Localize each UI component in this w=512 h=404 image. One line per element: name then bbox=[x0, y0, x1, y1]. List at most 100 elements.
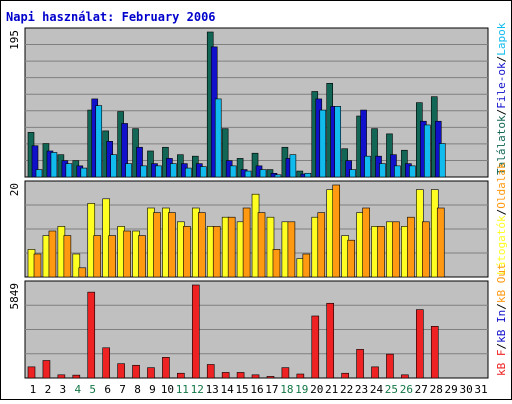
bar-mid-Oldalak-day22 bbox=[347, 239, 355, 278]
bar-top-Lapok-day19 bbox=[304, 172, 312, 178]
x-tick-label-20: 20 bbox=[310, 383, 323, 396]
bar-top-Lapok-day28 bbox=[438, 143, 446, 178]
bar-top-Lapok-day26 bbox=[409, 165, 416, 178]
bar-top-Találatok-day24 bbox=[371, 128, 378, 178]
bar-top-File-ok-day23 bbox=[360, 109, 367, 178]
bar-top-Találatok-day14 bbox=[221, 128, 229, 178]
bar-mid-Oldalak-day13 bbox=[212, 226, 221, 278]
bar-top-File-ok-day8 bbox=[136, 146, 143, 178]
bar-mid-Oldalak-day20 bbox=[317, 212, 326, 278]
x-tick-label-7: 7 bbox=[119, 383, 126, 396]
bar-top-File-ok-day7 bbox=[121, 123, 128, 178]
bar-top-Lapok-day24 bbox=[379, 163, 386, 178]
bar-bot-kB F-day25 bbox=[386, 353, 394, 379]
bar-top-File-ok-day1 bbox=[31, 145, 39, 178]
legend-entry: Lapok bbox=[495, 22, 508, 55]
bar-mid-Oldalak-day3 bbox=[63, 235, 72, 278]
x-tick-label-5: 5 bbox=[89, 383, 96, 396]
legend-bot: kB F/kB In/kB Out bbox=[495, 263, 508, 376]
y-max-label-top: 195 bbox=[8, 30, 21, 50]
bar-mid-Látogatók-day4 bbox=[72, 253, 81, 278]
bar-bot-kB F-day5 bbox=[87, 291, 96, 379]
bar-mid-Oldalak-day12 bbox=[197, 212, 206, 278]
x-tick-label-16: 16 bbox=[250, 383, 263, 396]
bar-top-Lapok-day17 bbox=[274, 174, 282, 178]
bar-top-Lapok-day25 bbox=[394, 165, 401, 178]
x-tick-label-8: 8 bbox=[134, 383, 141, 396]
x-tick-label-6: 6 bbox=[104, 383, 111, 396]
bar-bot-kB F-day22 bbox=[341, 372, 349, 379]
bar-bot-kB F-day4 bbox=[72, 374, 81, 379]
legend-entry: Találatok bbox=[495, 115, 508, 175]
legend-entry: / bbox=[495, 109, 508, 116]
legend-entry: / bbox=[495, 209, 508, 216]
bar-top-Lapok-day15 bbox=[244, 170, 252, 178]
x-tick-label-18: 18 bbox=[280, 383, 293, 396]
chart-title: Napi használat: February 2006 bbox=[6, 10, 216, 24]
legend-entry: / bbox=[495, 343, 508, 350]
x-tick-label-9: 9 bbox=[149, 383, 156, 396]
bar-top-Lapok-day12 bbox=[199, 166, 207, 178]
x-tick-label-29: 29 bbox=[445, 383, 458, 396]
bar-mid-Oldalak-day21 bbox=[332, 184, 341, 278]
bar-bot-kB F-day10 bbox=[162, 357, 170, 379]
bar-mid-Oldalak-day26 bbox=[407, 216, 415, 278]
bar-bot-kB F-day26 bbox=[401, 374, 409, 379]
bar-top-Lapok-day20 bbox=[319, 109, 327, 178]
bar-bot-kB F-day21 bbox=[326, 302, 335, 379]
bar-mid-Látogatók-day17 bbox=[266, 216, 275, 278]
bar-mid-Oldalak-day2 bbox=[48, 230, 57, 278]
legend-entry: File-ok bbox=[495, 62, 508, 109]
bar-bot-kB F-day23 bbox=[356, 349, 364, 379]
x-tick-label-12: 12 bbox=[191, 383, 204, 396]
bar-mid-Oldalak-day28 bbox=[436, 207, 445, 278]
bar-mid-Oldalak-day17 bbox=[272, 249, 281, 278]
legend-entry: Látogatók bbox=[495, 215, 508, 275]
bar-bot-kB F-day20 bbox=[311, 315, 320, 379]
bar-bot-kB F-day3 bbox=[57, 374, 66, 379]
bar-top-Lapok-day1 bbox=[35, 169, 43, 178]
x-tick-label-22: 22 bbox=[340, 383, 353, 396]
bar-top-Találatok-day15 bbox=[236, 158, 244, 178]
bar-mid-Oldalak-day19 bbox=[302, 253, 311, 278]
x-tick-label-1: 1 bbox=[30, 383, 37, 396]
bar-mid-Oldalak-day16 bbox=[257, 212, 266, 278]
bar-top-Lapok-day18 bbox=[289, 154, 297, 178]
x-tick-label-25: 25 bbox=[385, 383, 398, 396]
bar-top-Lapok-day8 bbox=[140, 165, 147, 178]
bar-top-Lapok-day27 bbox=[424, 124, 431, 178]
x-tick-label-4: 4 bbox=[74, 383, 81, 396]
bar-bot-kB F-day6 bbox=[102, 347, 110, 379]
plot-area-top bbox=[24, 27, 489, 178]
y-max-label-bot: 5849 bbox=[8, 283, 21, 310]
bar-mid-Oldalak-day9 bbox=[153, 212, 161, 278]
bar-mid-Oldalak-day7 bbox=[123, 230, 131, 278]
bar-mid-Oldalak-day24 bbox=[377, 226, 385, 278]
x-tick-label-14: 14 bbox=[221, 383, 235, 396]
x-tick-label-31: 31 bbox=[474, 383, 487, 396]
x-tick-label-2: 2 bbox=[45, 383, 52, 396]
bar-mid-Oldalak-day14 bbox=[227, 216, 236, 278]
x-tick-label-23: 23 bbox=[355, 383, 368, 396]
bar-top-Lapok-day22 bbox=[349, 169, 356, 178]
bar-mid-Oldalak-day11 bbox=[183, 226, 191, 278]
bar-bot-kB F-day27 bbox=[416, 309, 424, 379]
legend-entry: / bbox=[495, 303, 508, 310]
bar-top-Lapok-day5 bbox=[95, 105, 103, 178]
x-tick-label-13: 13 bbox=[206, 383, 219, 396]
x-tick-label-30: 30 bbox=[459, 383, 472, 396]
bar-mid-Oldalak-day18 bbox=[287, 221, 296, 278]
x-tick-label-26: 26 bbox=[400, 383, 413, 396]
bar-mid-Oldalak-day8 bbox=[138, 235, 146, 278]
bar-bot-kB F-day12 bbox=[191, 284, 200, 379]
bar-bot-kB F-day7 bbox=[117, 363, 125, 379]
bar-bot-kB F-day13 bbox=[206, 364, 215, 379]
legend-entry: kB F bbox=[495, 350, 508, 377]
bar-bot-kB F-day2 bbox=[42, 360, 51, 379]
bar-top-Lapok-day10 bbox=[170, 163, 177, 178]
bar-mid-Oldalak-day10 bbox=[168, 212, 176, 278]
bar-bot-kB F-day1 bbox=[27, 366, 36, 379]
bar-top-Lapok-day14 bbox=[229, 165, 237, 178]
bar-mid-Oldalak-day15 bbox=[242, 207, 251, 278]
